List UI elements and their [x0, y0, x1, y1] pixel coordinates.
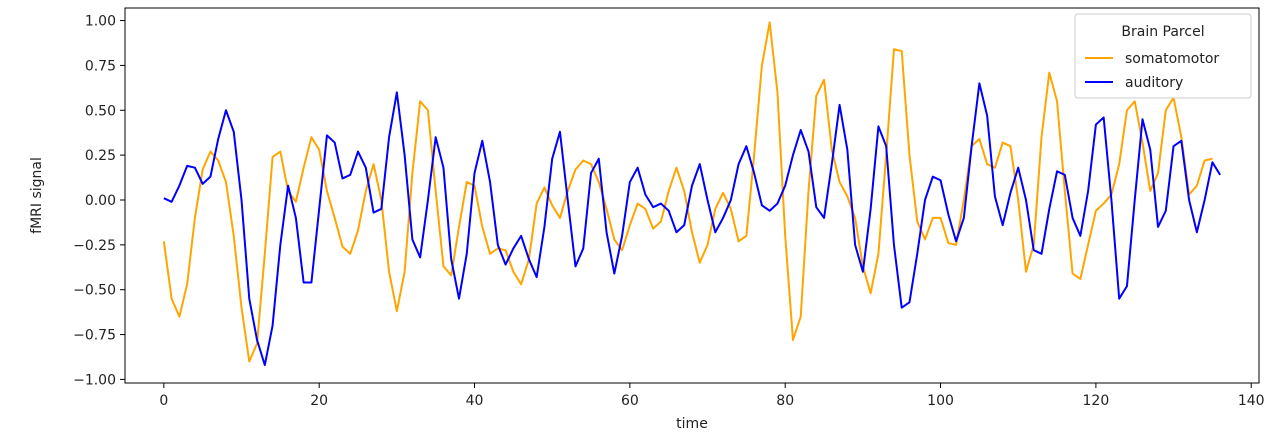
- series-line-somatomotor: [162, 21, 1213, 363]
- y-tick-label: 1.00: [85, 14, 116, 30]
- y-tick-label: −1.00: [73, 372, 116, 388]
- y-tick-label: 0.75: [85, 58, 116, 74]
- legend-label-auditory: auditory: [1125, 75, 1183, 91]
- x-axis-ticks: 0 20 40 60 80 100 120 140: [159, 383, 1265, 409]
- y-tick-label: 0.25: [85, 148, 116, 164]
- x-tick-label: 40: [466, 393, 484, 409]
- legend-box: [1074, 13, 1252, 99]
- x-axis-label: time: [676, 416, 708, 432]
- legend-items: somatomotor auditory: [1085, 51, 1219, 91]
- legend-title: Brain Parcel: [1121, 24, 1204, 40]
- series-line-auditory: [163, 82, 1222, 367]
- x-tick-label: 20: [310, 393, 328, 409]
- y-tick-label: −0.50: [73, 283, 116, 299]
- y-tick-label: 0.00: [85, 193, 116, 209]
- legend-label-somatomotor: somatomotor: [1125, 51, 1219, 67]
- x-tick-label: 60: [621, 393, 639, 409]
- plot-area: 0 20 40 60 80 100 120 140 −1.00 −0.75 −0.50 −0.25 0…: [73, 7, 1265, 409]
- legend: Brain Parcel somatomotor auditory: [1074, 13, 1252, 99]
- x-tick-label: 80: [776, 393, 794, 409]
- plot-frame: [124, 7, 1260, 384]
- y-tick-label: −0.75: [73, 328, 116, 344]
- y-tick-label: −0.25: [73, 238, 116, 254]
- x-tick-label: 0: [159, 393, 168, 409]
- y-tick-label: 0.50: [85, 103, 116, 119]
- y-axis-ticks: −1.00 −0.75 −0.50 −0.25 0.00 0.25 0.50 0.75 1.00: [73, 14, 125, 388]
- x-tick-label: 120: [1083, 393, 1110, 409]
- series-group: [162, 21, 1222, 367]
- x-tick-label: 140: [1238, 393, 1265, 409]
- x-tick-label: 100: [927, 393, 954, 409]
- y-axis-label: fMRI signal: [29, 157, 45, 234]
